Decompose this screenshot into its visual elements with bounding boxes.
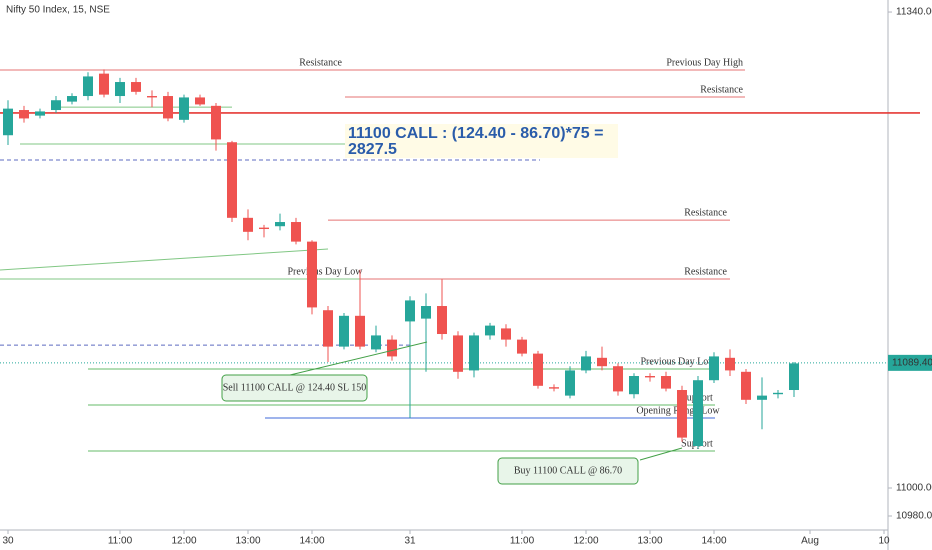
candle-body <box>147 96 157 98</box>
y-tick-label: 11000.00 <box>896 483 932 494</box>
candle-body <box>421 306 431 319</box>
x-tick-label: 14:00 <box>701 536 726 547</box>
level-line <box>0 248 329 271</box>
candle-body <box>789 363 799 391</box>
candle-body <box>179 97 189 120</box>
candle-body <box>709 356 719 381</box>
candle-body <box>115 82 125 97</box>
candle-body <box>3 108 13 136</box>
level-label: Previous Day Low <box>641 356 717 367</box>
candle-body <box>741 371 751 400</box>
candle-body <box>565 370 575 396</box>
level-label: Resistance <box>684 207 727 218</box>
candle-body <box>259 227 269 230</box>
last-price-label: 11089.40 <box>892 357 932 368</box>
callout-pointer <box>639 447 683 461</box>
chart-title: Nifty 50 Index, 15, NSE <box>6 5 110 16</box>
candle-body <box>693 380 703 447</box>
candle-body <box>661 376 671 389</box>
candle-body <box>99 73 109 95</box>
candle-body <box>581 356 591 371</box>
candle-body <box>437 306 447 335</box>
x-tick-label: 14:00 <box>299 536 324 547</box>
candle-body <box>725 357 735 371</box>
candle-body <box>243 217 253 232</box>
candle-body <box>291 222 301 242</box>
x-tick-label: 10 <box>878 536 890 547</box>
level-label: Resistance <box>684 266 727 277</box>
x-tick-label: 12:00 <box>171 536 196 547</box>
candle-body <box>469 335 479 371</box>
callout-text: Buy 11100 CALL @ 86.70 <box>514 465 622 476</box>
candle-body <box>453 335 463 372</box>
candle-body <box>597 357 607 367</box>
candle-body <box>757 395 767 400</box>
callout-box <box>497 457 639 485</box>
x-tick-label: 12:00 <box>573 536 598 547</box>
callout-text: Sell 11100 CALL @ 124.40 SL 150 <box>223 382 367 393</box>
y-tick-label: 11340.00 <box>896 7 932 18</box>
x-tick-label: 31 <box>404 536 416 547</box>
candle-body <box>67 96 77 102</box>
y-tick-label: 10980.00 <box>896 511 932 522</box>
candle-body <box>195 97 205 105</box>
candle-body <box>485 325 495 336</box>
candle-body <box>275 222 285 227</box>
candle-body <box>323 310 333 347</box>
calc-note: 11100 CALL : (124.40 - 86.70)*75 = <box>348 125 603 142</box>
x-tick-label: 13:00 <box>235 536 260 547</box>
candle-body <box>307 241 317 308</box>
candle-body <box>35 111 45 116</box>
level-label: Resistance <box>299 57 342 68</box>
calc-note-box <box>345 124 618 158</box>
last-price-box <box>888 354 932 371</box>
calc-note: 2827.5 <box>348 141 397 158</box>
level-label: Previous Day Low <box>288 266 364 277</box>
candle-body <box>501 328 511 340</box>
x-tick-label: 30 <box>2 536 14 547</box>
level-label: Resistance <box>700 84 743 95</box>
candle-body <box>677 390 687 438</box>
candle-body <box>629 376 639 395</box>
candle-body <box>645 376 655 378</box>
x-tick-label: 13:00 <box>637 536 662 547</box>
candle-body <box>533 353 543 386</box>
candle-body <box>131 82 141 92</box>
candle-body <box>211 105 221 140</box>
candle-body <box>19 110 29 119</box>
candle-body <box>371 335 381 350</box>
candle-body <box>773 392 783 395</box>
candle-body <box>405 300 415 322</box>
candle-body <box>355 315 365 347</box>
candle-body <box>549 387 559 389</box>
x-tick-label: 11:00 <box>510 536 535 547</box>
candle-body <box>387 339 397 357</box>
callout-box <box>221 374 368 402</box>
candle-body <box>51 100 61 111</box>
x-tick-label: Aug <box>801 536 819 547</box>
candle-body <box>83 76 93 97</box>
candle-body <box>613 366 623 392</box>
candle-body <box>517 339 527 354</box>
level-label: Previous Day High <box>666 57 743 68</box>
callout-pointer <box>289 341 428 376</box>
candle-body <box>163 96 173 119</box>
candle-body <box>339 315 349 347</box>
x-tick-label: 11:00 <box>108 536 133 547</box>
candle-body <box>227 142 237 218</box>
